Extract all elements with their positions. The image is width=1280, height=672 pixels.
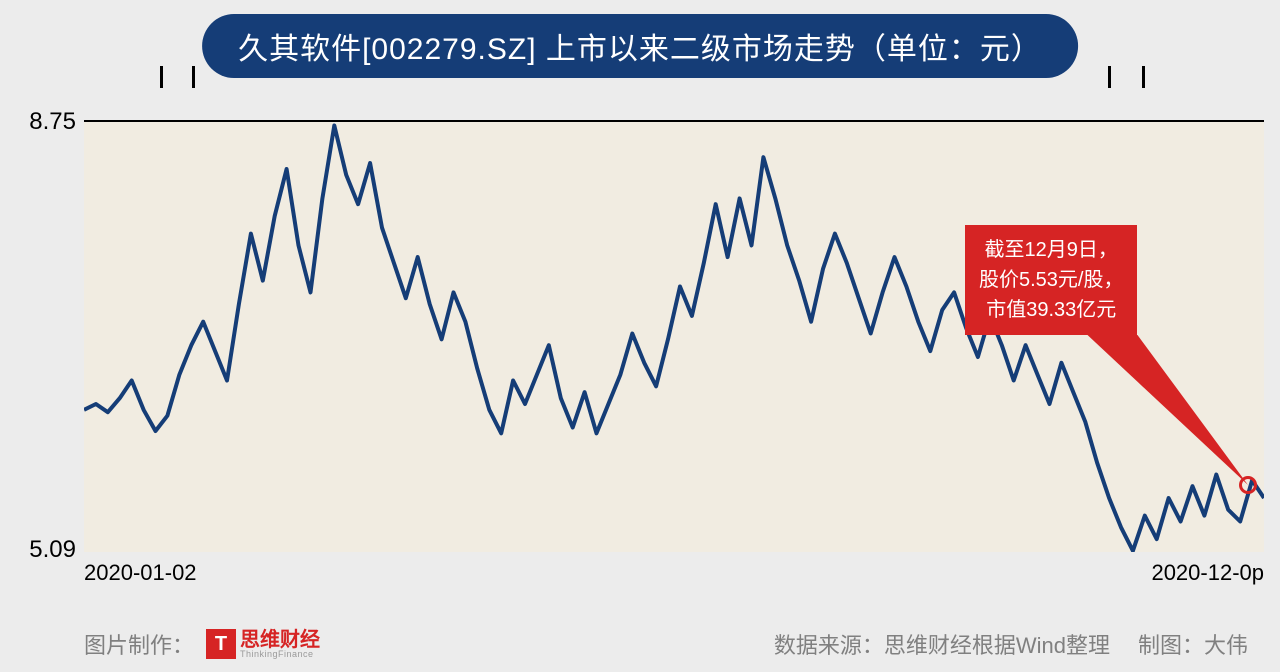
callout-line-3: 市值39.33亿元 xyxy=(979,295,1123,325)
logo-text: 思维财经 ThinkingFinance xyxy=(240,630,320,659)
logo-en: ThinkingFinance xyxy=(240,650,320,659)
logo-cn: 思维财经 xyxy=(240,630,320,650)
chart-svg xyxy=(84,122,1264,552)
y-tick-top: 8.75 xyxy=(0,108,76,136)
logo-mark-icon: T xyxy=(206,629,236,659)
data-source-label: 数据来源：思维财经根据Wind整理 xyxy=(774,628,1110,660)
x-tick-end: 2020-12-0p xyxy=(1151,560,1264,586)
footer: 图片制作： T 思维财经 ThinkingFinance 数据来源：思维财经根据… xyxy=(0,616,1280,672)
title-hang-tick xyxy=(1142,66,1145,88)
plot-area xyxy=(84,120,1264,550)
callout-line-1: 截至12月9日， xyxy=(979,235,1123,265)
x-tick-start: 2020-01-02 xyxy=(84,560,197,586)
made-by-label: 图片制作： xyxy=(84,628,194,660)
title-hang-tick xyxy=(192,66,195,88)
end-point-marker-icon xyxy=(1239,476,1257,494)
source-logo: T 思维财经 ThinkingFinance xyxy=(206,629,320,659)
title-hang-tick xyxy=(1108,66,1111,88)
callout-box: 截至12月9日， 股价5.53元/股， 市值39.33亿元 xyxy=(965,225,1137,335)
area-fill xyxy=(84,126,1264,553)
callout-line-2: 股价5.53元/股， xyxy=(979,265,1123,295)
y-tick-bottom: 5.09 xyxy=(0,536,76,564)
title-hang-tick xyxy=(160,66,163,88)
artist-label: 制图：大伟 xyxy=(1138,628,1248,660)
chart-title: 久其软件[002279.SZ] 上市以来二级市场走势（单位：元） xyxy=(238,33,1042,66)
chart-title-banner: 久其软件[002279.SZ] 上市以来二级市场走势（单位：元） xyxy=(202,14,1078,78)
